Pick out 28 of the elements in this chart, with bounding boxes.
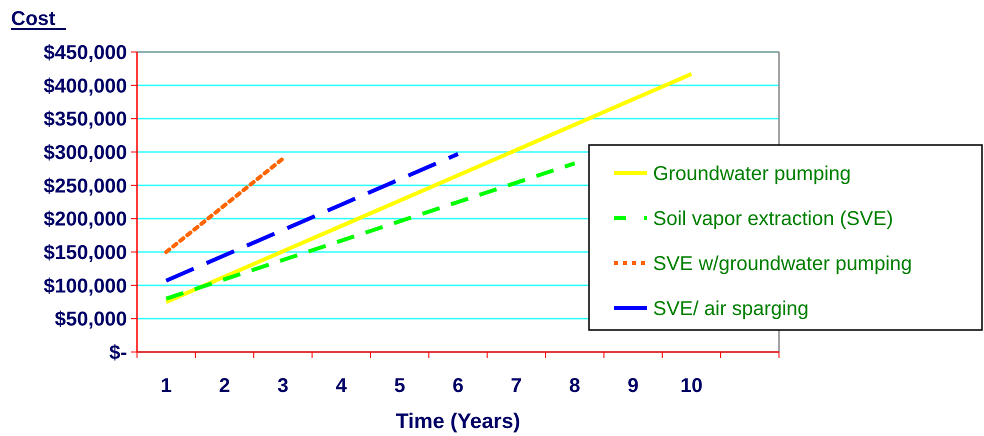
y-tick-label: $450,000 [44, 42, 127, 64]
y-tick-label: $250,000 [44, 175, 127, 198]
x-tick-label: 5 [394, 375, 406, 397]
y-tick-label: $50,000 [54, 308, 127, 331]
legend-label: SVE w/groundwater pumping [653, 253, 912, 275]
x-tick-label: 3 [277, 375, 288, 397]
x-tick-label: 1 [160, 375, 172, 397]
y-tick-label: $400,000 [44, 75, 127, 98]
x-tick-label: 10 [680, 375, 703, 397]
line-series [164, 161, 577, 301]
y-tick-label: $- [109, 342, 127, 364]
legend-label: SVE/ air sparging [653, 298, 809, 320]
x-tick-label: 2 [218, 375, 230, 397]
y-tick-label: $100,000 [44, 275, 127, 298]
y-tick-label: $350,000 [44, 108, 127, 131]
x-tick-label: 8 [569, 375, 580, 397]
legend-label: Soil vapor extraction (SVE) [653, 208, 894, 230]
x-tick-label: 4 [336, 375, 348, 397]
x-tick-label: 6 [452, 375, 464, 397]
x-tick-label: 7 [510, 375, 522, 397]
x-axis-title: Time (Years) [396, 410, 520, 433]
line-series [164, 152, 460, 283]
legend-label: Groundwater pumping [653, 163, 851, 185]
y-tick-label: $300,000 [44, 142, 127, 164]
y-tick-label: $150,000 [44, 242, 127, 264]
x-tick-label: 9 [628, 375, 639, 397]
y-tick-label: $200,000 [44, 208, 127, 231]
y-axis-title: Cost [11, 8, 56, 30]
